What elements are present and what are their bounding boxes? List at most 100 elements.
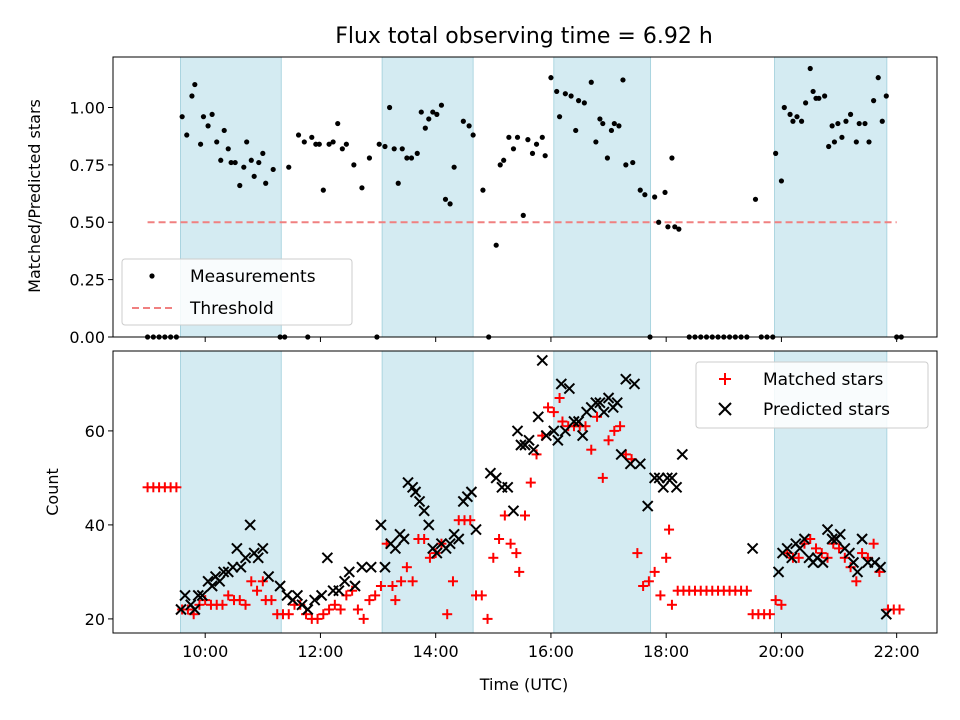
measurement-point	[434, 111, 440, 117]
measurement-point	[826, 143, 832, 150]
matched-point	[234, 595, 245, 606]
measurement-point	[184, 132, 190, 138]
measurement-point	[816, 95, 822, 101]
matched-point	[661, 552, 672, 563]
x-tick-label: 18:00	[643, 642, 689, 661]
y-axis-ticks: 20 40 60	[85, 422, 113, 629]
matched-point	[603, 435, 614, 446]
matched-point	[531, 449, 542, 460]
matched-point	[632, 548, 643, 559]
measurement-point	[662, 189, 668, 196]
predicted-point	[786, 552, 798, 564]
measurement-point	[330, 139, 336, 145]
x-tick-label: 22:00	[874, 642, 920, 661]
predicted-point	[206, 580, 218, 592]
predicted-point	[196, 589, 209, 602]
y-tick-label: 20	[85, 610, 105, 629]
measurement-point	[581, 100, 587, 106]
predicted-point	[648, 472, 661, 484]
predicted-point	[349, 580, 361, 592]
matched-point	[525, 477, 536, 488]
predicted-point	[431, 547, 443, 559]
matched-point	[375, 581, 386, 591]
matched-point	[505, 538, 516, 549]
predicted-point	[620, 373, 632, 385]
matched-point	[396, 576, 407, 587]
matched-point	[364, 595, 375, 606]
predicted-point	[302, 603, 314, 616]
predicted-point	[559, 425, 572, 437]
x-axis-ticks	[204, 337, 898, 342]
predicted-point	[834, 528, 846, 541]
measurement-point	[301, 139, 307, 145]
matched-point	[868, 538, 879, 549]
predicted-point	[511, 425, 524, 437]
matched-point	[638, 581, 649, 591]
measurement-point	[391, 146, 397, 152]
measurement-point	[773, 150, 779, 156]
matched-point	[810, 543, 821, 554]
measurement-point	[359, 185, 365, 191]
measurement-point	[604, 155, 611, 161]
measurement-point	[803, 100, 809, 106]
x-axis-ticks: 10:00 12:00 14:00 16:00 18:00 20:00 22:00	[182, 633, 920, 661]
predicted-point	[389, 542, 402, 555]
observing-interval	[553, 350, 652, 634]
predicted-point	[798, 533, 811, 545]
measurement-point	[790, 118, 796, 124]
matched-point	[597, 472, 608, 483]
matched-point	[324, 604, 335, 615]
measurement-point	[192, 81, 198, 88]
measurement-point	[438, 102, 445, 108]
measurement-point	[408, 155, 415, 161]
matched-point	[543, 402, 554, 413]
legend-predicted-label: Predicted stars	[763, 400, 890, 420]
y-tick-label: 0.25	[69, 271, 105, 290]
predicted-point	[189, 603, 201, 616]
matched-point	[770, 595, 781, 606]
predicted-point	[634, 458, 646, 470]
predicted-point	[642, 500, 654, 512]
matched-point	[352, 604, 363, 615]
predicted-point	[628, 378, 641, 390]
measurement-point	[316, 141, 322, 147]
measurement-point	[656, 219, 662, 225]
measurement-point	[752, 196, 759, 202]
predicted-point	[794, 542, 806, 555]
measurement-point	[395, 180, 401, 186]
measurement-point	[829, 123, 835, 129]
predicted-point	[856, 533, 868, 545]
measurement-point	[426, 116, 432, 122]
measurement-point	[343, 141, 349, 147]
predicted-point	[568, 415, 580, 428]
measurement-point	[778, 178, 785, 184]
matched-point	[514, 566, 525, 577]
matched-point	[476, 590, 487, 601]
measurement-point	[533, 141, 540, 147]
measurement-point	[497, 162, 503, 168]
measurement-point	[807, 65, 813, 72]
matched-point	[358, 613, 369, 624]
predicted-point	[821, 523, 834, 536]
predicted-point	[343, 566, 355, 578]
measurement-point	[200, 114, 207, 120]
predicted-point	[333, 584, 345, 597]
matched-point	[182, 604, 193, 615]
predicted-point	[851, 566, 864, 578]
measurement-point	[197, 141, 204, 147]
measurement-point	[241, 164, 247, 170]
measurement-point	[326, 141, 332, 147]
predicted-point	[262, 570, 275, 583]
predicted-point	[244, 519, 256, 531]
predicted-point	[572, 415, 585, 428]
ratio-panel: 0.00 0.25 0.50 0.75 1.00 Matched/Predicted s…	[25, 56, 938, 347]
matched-point	[499, 510, 510, 521]
predicted-point	[594, 396, 606, 409]
predicted-point	[515, 439, 527, 451]
measurement-point	[822, 93, 828, 99]
matched-point	[649, 566, 660, 577]
measurement-point	[787, 111, 793, 117]
legend: Measurements Threshold	[121, 258, 353, 326]
predicted-point	[274, 580, 286, 592]
